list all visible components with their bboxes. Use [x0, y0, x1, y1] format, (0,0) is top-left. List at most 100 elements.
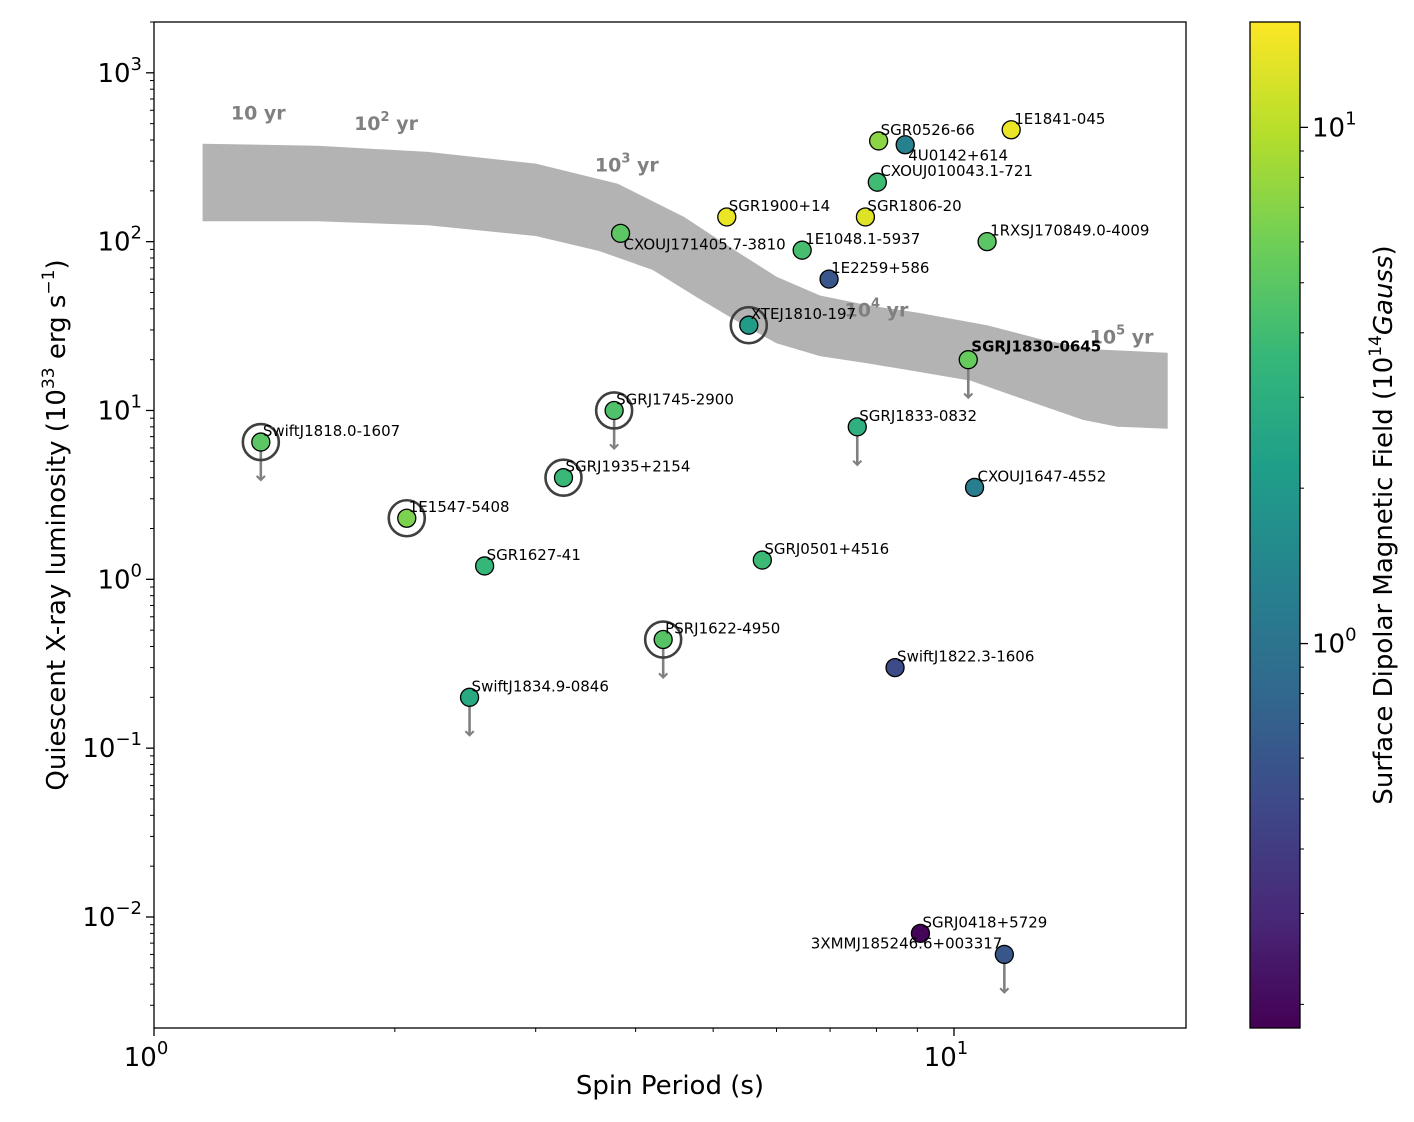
point-label: SGRJ0418+5729 — [922, 913, 1047, 931]
colorbar-gradient — [1249, 21, 1301, 1029]
point-marker — [653, 629, 673, 650]
point-label: 1RXSJ170849.0-4009 — [990, 222, 1149, 240]
highlight-ring — [387, 498, 427, 538]
y-tick-label-1-exp: −1 — [115, 729, 142, 750]
y-axis-title: Quiescent X-ray luminosity (1033 erg s−1… — [39, 259, 72, 790]
point-marker — [910, 923, 931, 943]
age-label-unit: yr — [880, 300, 909, 322]
point-1e1841-045: 1E1841-045 — [1001, 110, 1105, 140]
x-tick-label-0-base: 10 — [124, 1043, 157, 1073]
y-tick-label-4: 102 — [97, 223, 142, 258]
age-band — [202, 143, 1168, 429]
colorbar-title-part-1: Surface Dipolar Magnetic Field (10 — [1369, 357, 1399, 805]
y-tick-label-2-exp: 0 — [131, 560, 142, 581]
age-label-3: 104 yr — [845, 297, 910, 322]
point-1e1048-1-5937: 1E1048.1-5937 — [792, 230, 920, 260]
y-tick-label-1: 10−1 — [82, 729, 142, 764]
y-tick-label-3-base: 10 — [97, 396, 130, 426]
y-axis-title-exp-2: −1 — [39, 270, 59, 295]
age-label-2: 103 yr — [595, 152, 660, 177]
colorbar-tick-label-0-base: 10 — [1312, 630, 1345, 660]
point-label: PSRJ1622-4950 — [665, 620, 780, 638]
point-label: CXOUJ1647-4552 — [978, 467, 1107, 485]
point-marker — [867, 172, 887, 192]
point-marker — [977, 232, 997, 252]
y-tick-label-5-base: 10 — [97, 59, 130, 89]
point-marker — [610, 223, 631, 243]
data-points: SGR0526-66 4U0142+614 1E1841-045 CXOUJ01004… — [241, 110, 1149, 994]
point-sgrj0501-4516: SGRJ0501+4516 — [752, 540, 889, 570]
point-marker — [895, 135, 915, 155]
point-label: 3XMMJ185246.6+003317 — [811, 934, 1003, 952]
colorbar-title: Surface Dipolar Magnetic Field (1014Gaus… — [1366, 245, 1399, 804]
point-marker — [739, 315, 759, 335]
age-label-0: 10 yr — [231, 102, 286, 124]
y-tick-label-5: 103 — [97, 54, 142, 89]
colorbar-tick-label-0: 100 — [1312, 625, 1357, 660]
point-sgrj1935-2154: SGRJ1935+2154 — [544, 458, 690, 497]
x-axis-title: Spin Period (s) — [576, 1071, 764, 1101]
y-axis-title-part-2: erg s — [42, 295, 72, 368]
point-cxouj010043-1-721: CXOUJ010043.1-721 — [867, 162, 1033, 192]
point-marker — [1001, 120, 1021, 140]
point-marker — [752, 550, 772, 570]
point-marker — [847, 417, 867, 437]
x-tick-label-0: 100 — [124, 1038, 169, 1073]
age-label-4: 105 yr — [1090, 323, 1155, 348]
point-marker — [459, 687, 480, 707]
point-marker — [474, 556, 495, 576]
colorbar-tick-label-0-exp: 0 — [1345, 625, 1356, 646]
point-sgrj0418-5729: SGRJ0418+5729 — [910, 913, 1047, 943]
colorbar-title-unit: Gauss — [1369, 255, 1399, 335]
point-xtej1810-197: XTEJ1810-197 — [729, 305, 856, 345]
y-tick-label-4-exp: 2 — [131, 223, 142, 244]
point-label: XTEJ1810-197 — [751, 305, 856, 323]
highlight-ring — [729, 305, 769, 345]
point-label: SGRJ1935+2154 — [565, 458, 690, 476]
point-sgr1806-20: SGR1806-20 — [855, 197, 962, 227]
point-marker — [958, 350, 978, 370]
point-marker — [819, 269, 839, 289]
point-marker — [868, 131, 889, 151]
y-tick-label-5-exp: 3 — [131, 54, 142, 75]
point-cxouj1647-4552: CXOUJ1647-4552 — [964, 467, 1107, 498]
age-label-exp: 2 — [381, 110, 390, 125]
point-label: CXOUJ010043.1-721 — [880, 162, 1033, 180]
age-label-1: 102 yr — [354, 110, 419, 135]
highlight-ring — [544, 458, 583, 497]
point-label: SGR1900+14 — [729, 197, 830, 215]
age-label-unit: yr — [257, 102, 286, 124]
point-1rxsj170849-0-4009: 1RXSJ170849.0-4009 — [977, 222, 1149, 252]
point-swiftj1822-3-1606: SwiftJ1822.3-1606 — [885, 648, 1034, 678]
point-label: 1E1048.1-5937 — [805, 230, 920, 248]
point-marker — [885, 657, 905, 678]
point-sgrj1833-0832: SGRJ1833-0832 — [847, 407, 977, 467]
point-label: 4U0142+614 — [908, 147, 1008, 165]
highlight-ring — [594, 391, 634, 430]
point-marker — [855, 207, 876, 227]
point-marker — [604, 400, 624, 421]
y-axis-title-part-3: ) — [42, 259, 72, 269]
y-tick-label-0-exp: −2 — [115, 898, 142, 919]
colorbar-tick-label-1-base: 10 — [1312, 113, 1345, 143]
point-sgr1627-41: SGR1627-41 — [474, 546, 581, 576]
point-label: SGR0526-66 — [881, 121, 975, 139]
colorbar-title-close: ) — [1369, 245, 1399, 255]
y-tick-label-0-base: 10 — [82, 903, 115, 933]
colorbar-title-exp: 14 — [1366, 335, 1386, 357]
point-label: SGR1627-41 — [487, 546, 581, 564]
point-3xmmj185246-6-003317: 3XMMJ185246.6+003317 — [811, 934, 1014, 994]
point-swiftj1818-0-1607: SwiftJ1818.0-1607 — [241, 422, 400, 482]
x-tick-label-1-exp: 1 — [957, 1038, 968, 1059]
x-tick-label-0-exp: 0 — [157, 1038, 168, 1059]
age-label-unit: yr — [390, 113, 419, 135]
point-marker — [397, 508, 417, 528]
point-label: SGRJ0501+4516 — [764, 540, 889, 558]
point-marker — [251, 432, 271, 452]
point-label: 1E1841-045 — [1014, 110, 1105, 128]
age-label-exp: 5 — [1116, 323, 1125, 338]
point-label: SGRJ1833-0832 — [859, 407, 977, 425]
y-tick-label-3-exp: 1 — [131, 391, 142, 412]
